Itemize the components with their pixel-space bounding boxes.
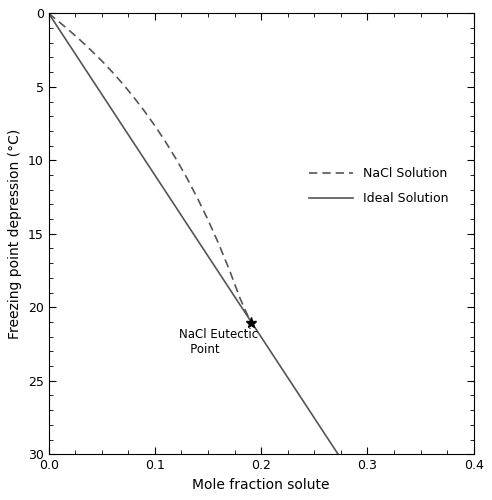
Legend: NaCl Solution, Ideal Solution: NaCl Solution, Ideal Solution: [303, 160, 455, 212]
NaCl Solution: [173, 156, 179, 162]
NaCl Solution: [215, 241, 221, 247]
NaCl Solution: [184, 175, 190, 181]
NaCl Solution: [194, 195, 200, 201]
NaCl Solution: [56, 19, 62, 25]
NaCl Solution: [162, 139, 168, 145]
NaCl Solution: [131, 94, 137, 100]
NaCl Solution: [226, 266, 232, 272]
NaCl Solution: [78, 38, 84, 44]
Text: NaCl Eutectic
   Point: NaCl Eutectic Point: [179, 328, 258, 356]
NaCl Solution: [88, 48, 94, 54]
NaCl Solution: [67, 28, 73, 34]
NaCl Solution: [237, 295, 243, 301]
NaCl Solution: [46, 10, 52, 16]
NaCl Solution: [141, 108, 147, 114]
NaCl Solution: [152, 123, 158, 129]
Line: NaCl Solution: NaCl Solution: [49, 14, 251, 324]
NaCl Solution: [99, 58, 105, 64]
Y-axis label: Freezing point depression (°C): Freezing point depression (°C): [8, 128, 22, 339]
NaCl Solution: [120, 81, 126, 87]
NaCl Solution: [205, 217, 211, 223]
NaCl Solution: [109, 69, 115, 75]
X-axis label: Mole fraction solute: Mole fraction solute: [192, 478, 330, 492]
NaCl Solution: [248, 320, 254, 326]
